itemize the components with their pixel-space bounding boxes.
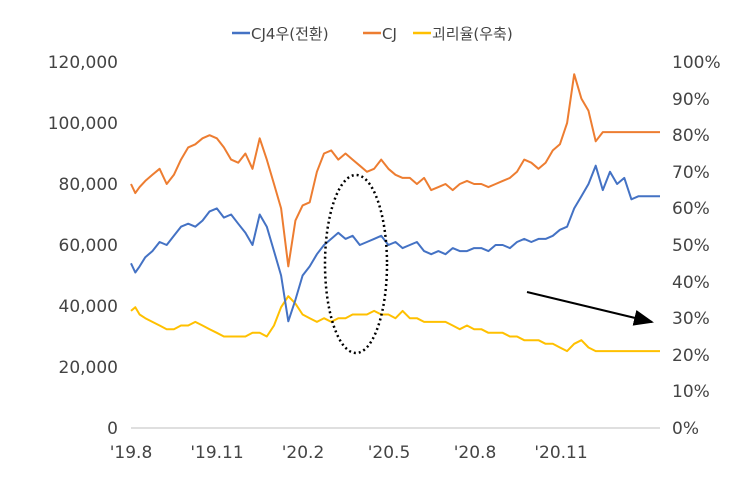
- y-axis-left: 0 20,000 40,000 60,000 80,000 100,000 12…: [48, 53, 118, 439]
- y-tick-label: 40,000: [59, 297, 118, 317]
- y2-tick-label: 40%: [672, 273, 710, 293]
- y-tick-label: 80,000: [59, 175, 118, 195]
- y2-tick-label: 70%: [672, 163, 710, 183]
- x-tick-label: '20.11: [534, 443, 587, 463]
- series-layer: [130, 73, 660, 353]
- y-tick-label: 0: [107, 419, 118, 439]
- series-line-cj: [130, 73, 660, 268]
- y2-tick-label: 50%: [672, 236, 710, 256]
- y2-tick-label: 90%: [672, 90, 710, 110]
- legend-label-cj4: CJ4우(전환): [251, 25, 329, 43]
- y-tick-label: 100,000: [48, 114, 118, 134]
- y2-tick-label: 100%: [672, 53, 721, 73]
- y-tick-label: 20,000: [59, 358, 118, 378]
- x-tick-label: '19.8: [110, 443, 153, 463]
- annotation-dotted-ellipse: [323, 173, 389, 355]
- y2-tick-label: 60%: [672, 199, 710, 219]
- legend-label-gap: 괴리율(우축): [432, 25, 513, 43]
- x-tick-label: '19.11: [190, 443, 243, 463]
- y-tick-label: 120,000: [48, 53, 118, 73]
- legend: CJ4우(전환) CJ 괴리율(우축): [232, 25, 513, 43]
- series-line-cj4: [130, 164, 660, 323]
- legend-label-cj: CJ: [382, 25, 397, 43]
- annotation-trend-arrow: [526, 291, 654, 326]
- series-line-gap: [130, 295, 660, 353]
- x-axis: '19.8 '19.11 '20.2 '20.5 '20.8 '20.11: [110, 443, 588, 463]
- x-tick-label: '20.5: [368, 443, 411, 463]
- y2-tick-label: 30%: [672, 309, 710, 329]
- x-tick-label: '20.2: [282, 443, 325, 463]
- x-tick-label: '20.8: [454, 443, 497, 463]
- y2-tick-label: 80%: [672, 126, 710, 146]
- y2-tick-label: 0%: [672, 419, 699, 439]
- y2-tick-label: 10%: [672, 382, 710, 402]
- y-axis-right: 0% 10% 20% 30% 40% 50% 60% 70% 80% 90% 1…: [672, 53, 721, 439]
- y2-tick-label: 20%: [672, 346, 710, 366]
- y-tick-label: 60,000: [59, 236, 118, 256]
